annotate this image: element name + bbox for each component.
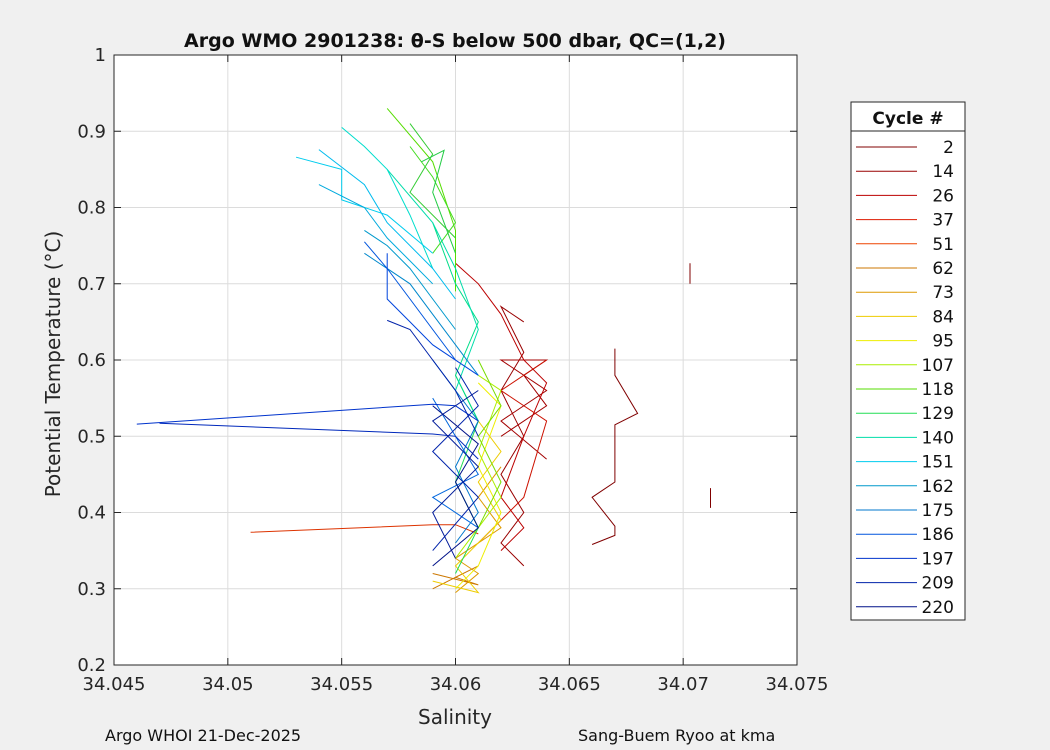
series-line-cycle-118 (386, 108, 456, 292)
series-line-cycle-2 (591, 348, 639, 545)
series-line-cycle-51 (250, 524, 479, 535)
chart-title: Argo WMO 2901238: θ-S below 500 dbar, QC… (184, 30, 726, 52)
legend: Cycle # 2 14 26 37 51 62 73 84 95 107 118 129 140 151… (850, 101, 966, 621)
legend-label: 186 (922, 525, 954, 545)
legend-label: 37 (932, 211, 954, 231)
y-tick-label: 0.7 (77, 274, 106, 295)
legend-title: Cycle # (872, 109, 943, 129)
legend-label: 118 (922, 380, 954, 400)
y-tick-label: 0.5 (77, 426, 106, 447)
series-line-cycle-214 (431, 390, 480, 559)
legend-label: 197 (922, 549, 954, 569)
series-lines (136, 108, 711, 594)
series-line-cycle-127 (421, 149, 456, 254)
series-line-cycle-209 (431, 367, 479, 551)
series-line-cycle-122 (409, 146, 457, 254)
x-tick-label: 34.045 (83, 674, 146, 695)
series-line-cycle-155 (318, 149, 456, 300)
series-line-cycle-45 (477, 359, 548, 544)
y-tick-label: 0.9 (77, 121, 106, 142)
series-line-cycle-107 (455, 374, 502, 559)
series-line-cycle-140 (386, 169, 479, 391)
y-tick-label: 0.3 (77, 579, 106, 600)
legend-label: 175 (922, 501, 954, 521)
series-line-cycle-205 (387, 319, 479, 437)
legend-label: 220 (922, 598, 954, 618)
legend-label: 2 (943, 138, 954, 158)
legend-label: 62 (932, 259, 954, 279)
y-tick-label: 0.2 (77, 655, 106, 676)
series-line-cycle-158 (318, 184, 434, 285)
y-tick-label: 0.8 (77, 198, 106, 219)
series-line-cycle-145 (341, 127, 434, 269)
ticks: 34.045 34.05 34.055 34.06 34.065 34.07 34.075 0… (77, 45, 828, 695)
legend-label: 151 (922, 453, 954, 473)
x-tick-label: 34.065 (538, 674, 601, 695)
legend-label: 209 (922, 574, 954, 594)
series-line-cycle-135 (432, 222, 479, 422)
x-axis-label: Salinity (418, 705, 492, 729)
y-tick-label: 0.4 (77, 503, 106, 524)
series-line-cycle-201 (159, 422, 479, 460)
series-line-cycle-220 (432, 405, 479, 567)
series-line-cycle-180 (431, 397, 480, 529)
series-line-cycle-151 (295, 156, 434, 254)
series-line-cycle-125 (409, 123, 456, 239)
legend-label: 107 (922, 356, 954, 376)
legend-label: 162 (922, 477, 954, 497)
legend-label: 26 (932, 186, 954, 206)
x-tick-label: 34.06 (430, 674, 482, 695)
y-tick-label: 1 (95, 45, 106, 66)
legend-label: 84 (932, 307, 954, 327)
y-axis-label: Potential Temperature (°C) (41, 231, 65, 498)
series-line-cycle-162 (364, 229, 456, 330)
legend-entries: 2 14 26 37 51 62 73 84 95 107 118 129 140 151 162 175 18… (856, 138, 954, 618)
footer-source: Argo WHOI 21-Dec-2025 (105, 726, 302, 745)
series-line-cycle-37 (455, 262, 548, 551)
x-tick-label: 34.075 (766, 674, 829, 695)
footer-author: Sang-Buem Ryoo at kma (578, 726, 776, 745)
series-line-cycle-186 (364, 241, 456, 361)
series-line-cycle-168 (364, 252, 479, 376)
x-tick-label: 34.05 (202, 674, 254, 695)
legend-label: 51 (932, 235, 954, 255)
legend-box (850, 101, 966, 621)
y-tick-label: 0.6 (77, 350, 106, 371)
legend-label: 14 (932, 162, 954, 182)
series-line-cycle-84 (432, 420, 502, 594)
legend-label: 95 (932, 332, 954, 352)
legend-label: 73 (932, 283, 954, 303)
series-line-cycle-190 (386, 253, 479, 376)
x-tick-label: 34.07 (657, 674, 709, 695)
legend-label: 129 (922, 404, 954, 424)
legend-label: 140 (922, 428, 954, 448)
x-tick-label: 34.055 (310, 674, 373, 695)
